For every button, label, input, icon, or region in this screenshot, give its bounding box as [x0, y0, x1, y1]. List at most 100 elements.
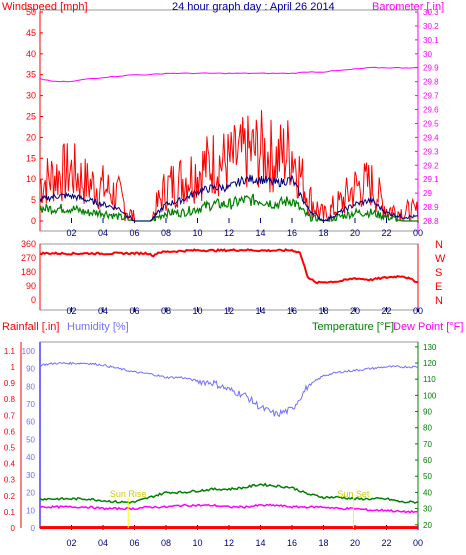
p3-x-tick-label: 12 [224, 538, 234, 548]
humidity-tick-label: 40 [26, 453, 35, 462]
compass-label: S [435, 267, 442, 279]
rain-tick-label: 0.8 [4, 395, 16, 404]
compass-label: N [435, 239, 443, 251]
humidity-tick-label: 80 [26, 382, 35, 391]
humidity-tick-label: 90 [26, 365, 35, 374]
temp-tick-label: 70 [423, 440, 432, 449]
dir-tick-label: 360 [21, 239, 36, 249]
wind-avg-line [39, 174, 419, 222]
dir-tick-label: 270 [21, 253, 36, 263]
baro-tick-label: 29.6 [423, 106, 439, 115]
baro-tick-label: 30.1 [423, 36, 439, 45]
dir-tick-label: 90 [26, 281, 36, 291]
temperature-axis-title: Temperature [°F] [312, 321, 394, 333]
temp-tick-label: 50 [423, 472, 432, 481]
p1-x-tick-label: 20 [350, 228, 360, 238]
wind-direction-line [39, 248, 419, 285]
temp-tick-label: 90 [423, 408, 432, 417]
rain-tick-label: 0.2 [4, 492, 16, 501]
dewpoint-axis-title: Dew Point [°F] [393, 321, 463, 333]
p3-x-tick-label: 16 [287, 538, 297, 548]
temp-tick-label: 130 [423, 343, 437, 352]
sunset-label: Sun Set [337, 489, 370, 499]
rain-tick-label: 0.7 [4, 411, 16, 420]
p3-x-tick-label: 10 [192, 538, 202, 548]
p2-x-tick-label: 20 [350, 306, 360, 316]
rain-tick-label: 0.4 [4, 460, 16, 469]
rain-tick-label: 0.1 [4, 508, 16, 517]
p3-x-tick-label: 18 [318, 538, 328, 548]
humidity-axis-title: Humidity [%] [67, 321, 129, 333]
p2-x-tick-label: 08 [161, 306, 171, 316]
dir-tick-label: 180 [21, 267, 36, 277]
compass-label: E [435, 281, 442, 293]
rain-temp-panel-frame [39, 341, 419, 529]
baro-tick-label: 29.5 [423, 119, 439, 128]
p3-x-tick-label: 02 [66, 538, 76, 548]
wind-tick-label: 0 [31, 216, 36, 226]
humidity-tick-label: 50 [26, 435, 35, 444]
p2-x-tick-label: 22 [381, 306, 391, 316]
rainfall-bar [40, 526, 418, 530]
p1-x-tick-label: 02 [66, 228, 76, 238]
temp-tick-label: 100 [423, 391, 437, 400]
wind-tick-label: 40 [26, 49, 36, 59]
wind-tick-label: 50 [26, 7, 36, 17]
rain-tick-label: 0.6 [4, 427, 16, 436]
wind-tick-label: 10 [26, 174, 36, 184]
p1-x-tick-label: 00 [413, 228, 423, 238]
baro-tick-label: 30.2 [423, 22, 439, 31]
p2-x-tick-label: 02 [66, 306, 76, 316]
baro-tick-label: 29.3 [423, 147, 439, 156]
temp-tick-label: 60 [423, 456, 432, 465]
humidity-tick-label: 0 [31, 524, 36, 533]
compass-label: W [435, 253, 446, 265]
temperature-line [39, 482, 419, 504]
temp-tick-label: 120 [423, 359, 437, 368]
humidity-line [39, 361, 419, 418]
dir-tick-label: 0 [31, 295, 36, 305]
wind-tick-label: 5 [31, 195, 36, 205]
p3-x-tick-label: 22 [381, 538, 391, 548]
p3-x-tick-label: 20 [350, 538, 360, 548]
rainfall-axis-title: Rainfall [.in] [2, 321, 59, 333]
baro-tick-label: 29.4 [423, 133, 439, 142]
rain-tick-label: 1.1 [4, 347, 16, 356]
p1-x-tick-label: 18 [318, 228, 328, 238]
p1-x-tick-label: 06 [129, 228, 139, 238]
humidity-tick-label: 30 [26, 471, 35, 480]
wind-tick-label: 15 [26, 153, 36, 163]
p1-x-tick-label: 12 [224, 228, 234, 238]
p1-x-tick-label: 22 [381, 228, 391, 238]
baro-tick-label: 28.8 [423, 217, 439, 226]
temp-tick-label: 40 [423, 488, 432, 497]
wind-tick-label: 25 [26, 112, 36, 122]
rain-tick-label: 0.5 [4, 443, 16, 452]
humidity-tick-label: 10 [26, 506, 35, 515]
p1-x-tick-label: 10 [192, 228, 202, 238]
rain-tick-label: 0.3 [4, 476, 16, 485]
temp-tick-label: 30 [423, 505, 432, 514]
baro-tick-label: 29.9 [423, 64, 439, 73]
wind-gust-line [39, 110, 419, 222]
p1-x-tick-label: 04 [98, 228, 108, 238]
baro-tick-label: 29.8 [423, 78, 439, 87]
baro-tick-label: 30.3 [423, 8, 439, 17]
rain-tick-label: 0 [11, 524, 16, 533]
p2-x-tick-label: 18 [318, 306, 328, 316]
temp-tick-label: 20 [423, 521, 432, 530]
p1-x-tick-label: 16 [287, 228, 297, 238]
dewpoint-line [39, 503, 419, 514]
wind-tick-label: 20 [26, 132, 36, 142]
baro-tick-label: 29.7 [423, 92, 439, 101]
wind-tick-label: 30 [26, 91, 36, 101]
p2-x-tick-label: 04 [98, 306, 108, 316]
p2-x-tick-label: 10 [192, 306, 202, 316]
barometer-line [39, 66, 419, 83]
sunrise-label: Sun Rise [110, 489, 147, 499]
p2-x-tick-label: 00 [413, 306, 423, 316]
compass-label: N [435, 295, 443, 307]
baro-tick-label: 28.9 [423, 203, 439, 212]
